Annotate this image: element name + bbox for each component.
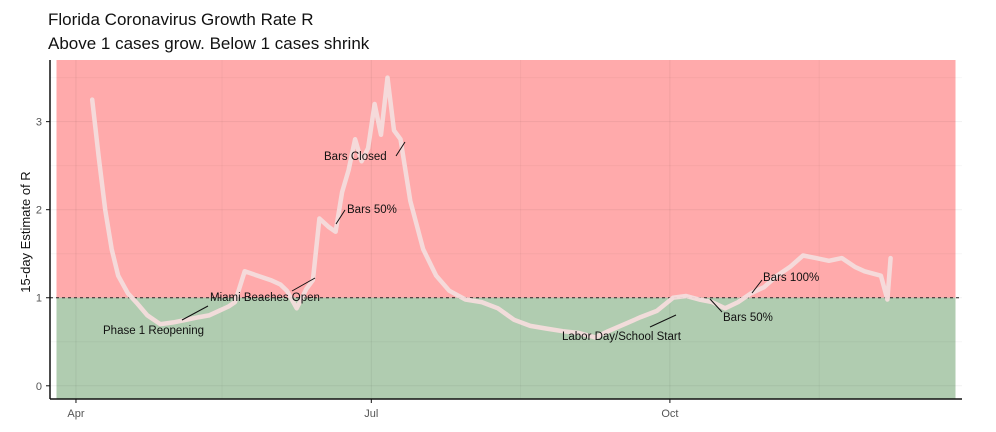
background-regions — [56, 60, 956, 399]
axes-group: 0 1 2 3 Apr Jul Oct — [36, 60, 962, 420]
x-tick-label: Jul — [364, 408, 378, 420]
annotation-leader — [709, 298, 723, 313]
region-grow — [56, 60, 956, 298]
y-tick-label: 1 — [36, 293, 42, 305]
x-tick-label: Apr — [67, 408, 84, 420]
x-tick-label: Oct — [661, 408, 678, 420]
series-line — [89, 75, 893, 340]
annotation-label: Phase 1 Reopening — [103, 325, 204, 337]
annotation-leader — [751, 279, 763, 294]
annotation-label: Bars 100% — [763, 272, 819, 284]
y-tick-label: 2 — [36, 205, 42, 217]
annotation-leader — [181, 305, 209, 321]
annotation-label: Bars 50% — [723, 312, 773, 324]
chart-subtitle: Above 1 cases grow. Below 1 cases shrink — [48, 34, 370, 53]
series-group — [89, 75, 893, 340]
annotation-label: Bars 50% — [347, 204, 397, 216]
y-tick-label: 3 — [36, 117, 42, 129]
annotation-label: Miami Beaches Open — [210, 292, 320, 304]
annotation-leader — [649, 314, 677, 328]
y-tick-label: 0 — [36, 381, 42, 393]
annotations-group: Phase 1 Reopening Miami Beaches Open Bars … — [103, 141, 819, 343]
annotation-leader — [335, 209, 346, 225]
gridlines — [50, 60, 962, 399]
chart-title: Florida Coronavirus Growth Rate R — [48, 10, 314, 29]
annotation-leader — [395, 141, 406, 157]
annotation-label: Labor Day/School Start — [562, 331, 682, 343]
annotation-leader — [291, 277, 316, 292]
annotation-label: Bars Closed — [324, 151, 387, 163]
y-axis-label: 15-day Estimate of R — [18, 171, 33, 292]
